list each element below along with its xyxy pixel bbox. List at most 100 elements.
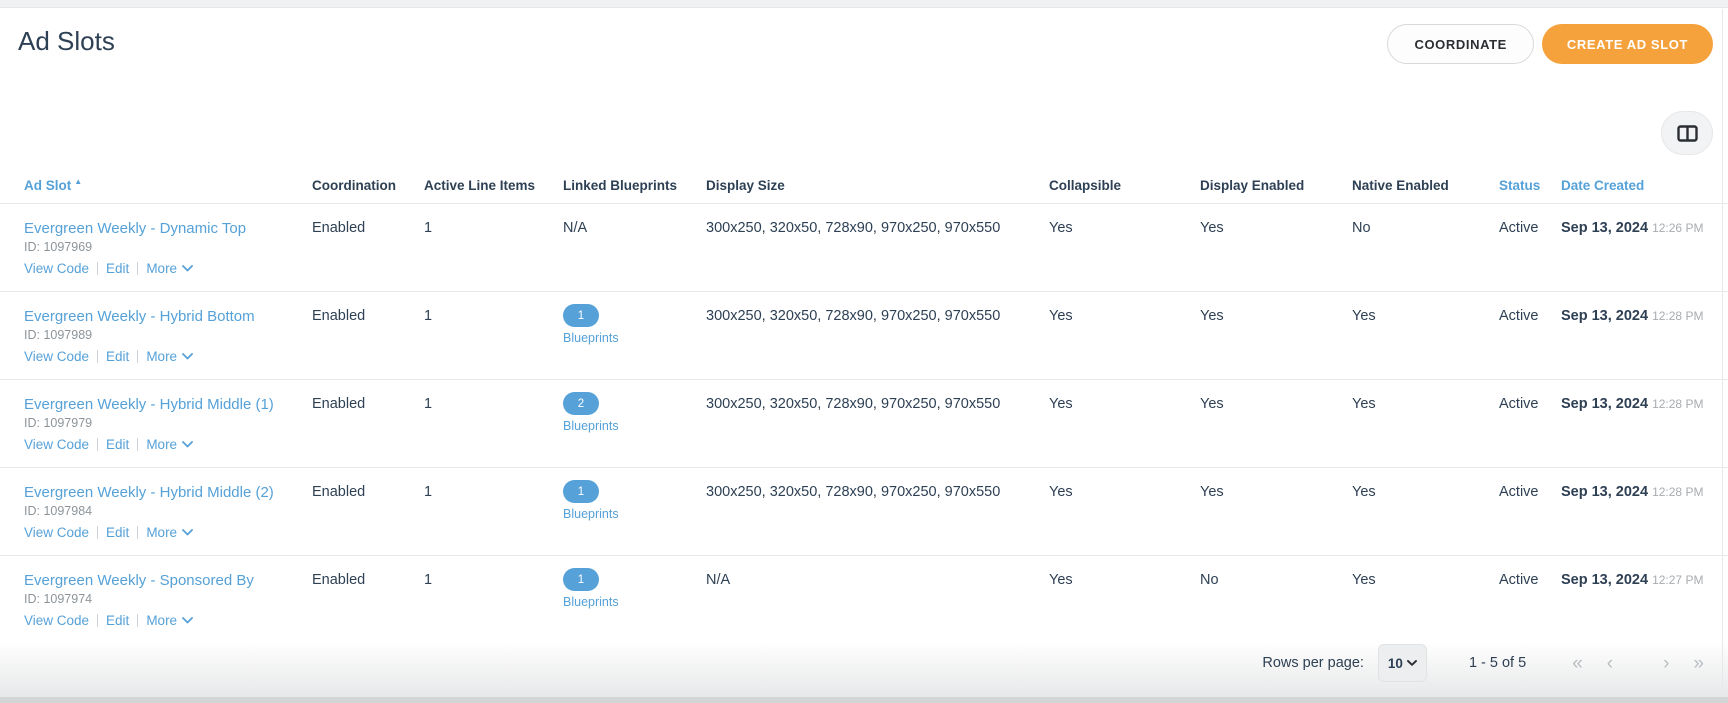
coordination-cell: Enabled [312,484,366,500]
view-code-link[interactable]: View Code [24,437,90,452]
edit-link[interactable]: Edit [106,261,130,276]
chevron-down-icon [182,441,193,448]
view-code-link[interactable]: View Code [24,261,90,276]
page-title: Ad Slots [18,26,115,56]
blueprints-count-badge[interactable]: 1 [563,480,599,503]
column-header-collapsible[interactable]: Collapsible [1049,178,1122,193]
more-link[interactable]: More [146,261,193,276]
view-code-link[interactable]: View Code [24,525,90,540]
blueprints-link[interactable]: Blueprints [563,507,619,521]
status-cell: Active [1499,396,1539,412]
action-divider [137,262,139,275]
native-enabled-cell: Yes [1352,396,1376,412]
blueprints-count-badge[interactable]: 2 [563,392,599,415]
ad-slot-cell: Evergreen Weekly - Dynamic Top ID: 10979… [24,204,312,291]
blueprints-count-badge[interactable]: 1 [563,568,599,591]
date-created-cell: Sep 13, 2024 12:26 PM [1561,204,1708,291]
row-actions: View Code Edit More [24,349,312,364]
action-divider [97,614,99,627]
more-link[interactable]: More [146,349,193,364]
column-header-ad-slot[interactable]: Ad Slot ▲ [24,177,83,193]
edit-link[interactable]: Edit [106,613,130,628]
native-enabled-cell: Yes [1352,572,1376,588]
column-settings-button[interactable] [1661,111,1713,155]
collapsible-cell: Yes [1049,572,1073,588]
pagination: Rows per page: 10 1 - 5 of 5 « ‹ › » [1262,643,1704,683]
last-page-button[interactable]: » [1693,652,1704,674]
blueprints-link[interactable]: Blueprints [563,419,619,433]
pager-controls: « ‹ › » [1572,654,1704,673]
collapsible-cell: Yes [1049,308,1073,324]
chevron-down-icon [182,265,193,272]
ad-slot-cell: Evergreen Weekly - Hybrid Middle (1) ID:… [24,380,312,467]
ad-slot-link[interactable]: Evergreen Weekly - Sponsored By [24,572,254,589]
column-header-coordination[interactable]: Coordination [312,178,396,193]
status-cell: Active [1499,484,1539,500]
edit-link[interactable]: Edit [106,525,130,540]
chevron-down-icon [182,529,193,536]
date-created-cell: Sep 13, 2024 12:27 PM [1561,556,1708,644]
column-header-date-created[interactable]: Date Created [1561,178,1645,193]
prev-page-button[interactable]: ‹ [1606,652,1614,674]
active-line-items-cell: 1 [424,220,433,236]
pagination-range: 1 - 5 of 5 [1468,655,1527,671]
ad-slot-link[interactable]: Evergreen Weekly - Hybrid Middle (1) [24,396,274,413]
display-enabled-cell: No [1200,572,1219,588]
active-line-items-cell: 1 [424,484,433,500]
ad-slot-link[interactable]: Evergreen Weekly - Dynamic Top [24,220,247,237]
blueprints-badge-group: 1 Blueprints [563,304,706,345]
date-created-cell: Sep 13, 2024 12:28 PM [1561,380,1708,467]
first-page-button[interactable]: « [1572,652,1583,674]
coordinate-button[interactable]: COORDINATE [1387,24,1534,64]
column-header-native-enabled[interactable]: Native Enabled [1352,178,1449,193]
more-link[interactable]: More [146,437,193,452]
next-page-button[interactable]: › [1663,652,1670,674]
display-size-cell: 300x250, 320x50, 728x90, 970x250, 970x55… [706,396,1001,412]
collapsible-cell: Yes [1049,396,1073,412]
row-actions: View Code Edit More [24,525,312,540]
date-created-cell: Sep 13, 2024 12:28 PM [1561,468,1708,555]
more-link[interactable]: More [146,525,193,540]
action-divider [97,350,99,363]
linked-blueprints-cell: 1 Blueprints [563,292,706,379]
column-header-active-line-items[interactable]: Active Line Items [424,178,536,193]
rows-per-page-select[interactable]: 10 [1377,644,1427,682]
time-text: 12:28 PM [1652,485,1704,499]
ad-slot-id: ID: 1097979 [24,416,93,430]
blueprints-count-badge[interactable]: 1 [563,304,599,327]
column-header-display-size[interactable]: Display Size [706,178,785,193]
coordination-cell: Enabled [312,220,366,236]
status-cell: Active [1499,572,1539,588]
date-text: Sep 13, 2024 [1561,220,1649,236]
ad-slot-link[interactable]: Evergreen Weekly - Hybrid Bottom [24,308,255,325]
create-ad-slot-button[interactable]: CREATE AD SLOT [1541,24,1713,64]
ad-slot-link[interactable]: Evergreen Weekly - Hybrid Middle (2) [24,484,274,501]
edit-link[interactable]: Edit [106,349,130,364]
ad-slot-id: ID: 1097969 [24,240,93,254]
view-code-link[interactable]: View Code [24,349,90,364]
column-header-linked-blueprints[interactable]: Linked Blueprints [563,178,678,193]
row-actions: View Code Edit More [24,437,312,452]
display-size-cell: 300x250, 320x50, 728x90, 970x250, 970x55… [706,220,1001,236]
more-link[interactable]: More [146,613,193,628]
date-text: Sep 13, 2024 [1561,484,1649,500]
date-created-cell: Sep 13, 2024 12:28 PM [1561,292,1708,379]
ad-slot-id: ID: 1097974 [24,592,93,606]
blueprints-na-text: N/A [563,220,588,236]
date-text: Sep 13, 2024 [1561,308,1649,324]
active-line-items-cell: 1 [424,308,433,324]
column-header-status[interactable]: Status [1499,178,1541,193]
blueprints-link[interactable]: Blueprints [563,331,619,345]
edit-link[interactable]: Edit [106,437,130,452]
time-text: 12:28 PM [1652,397,1704,411]
ad-slot-id: ID: 1097989 [24,328,93,342]
view-code-link[interactable]: View Code [24,613,90,628]
sort-ascending-icon: ▲ [74,177,83,186]
status-cell: Active [1499,220,1539,236]
blueprints-link[interactable]: Blueprints [563,595,619,609]
display-size-cell: 300x250, 320x50, 728x90, 970x250, 970x55… [706,308,1001,324]
table-row: Evergreen Weekly - Hybrid Middle (2) ID:… [0,468,1728,556]
column-header-display-enabled[interactable]: Display Enabled [1200,178,1305,193]
status-cell: Active [1499,308,1539,324]
